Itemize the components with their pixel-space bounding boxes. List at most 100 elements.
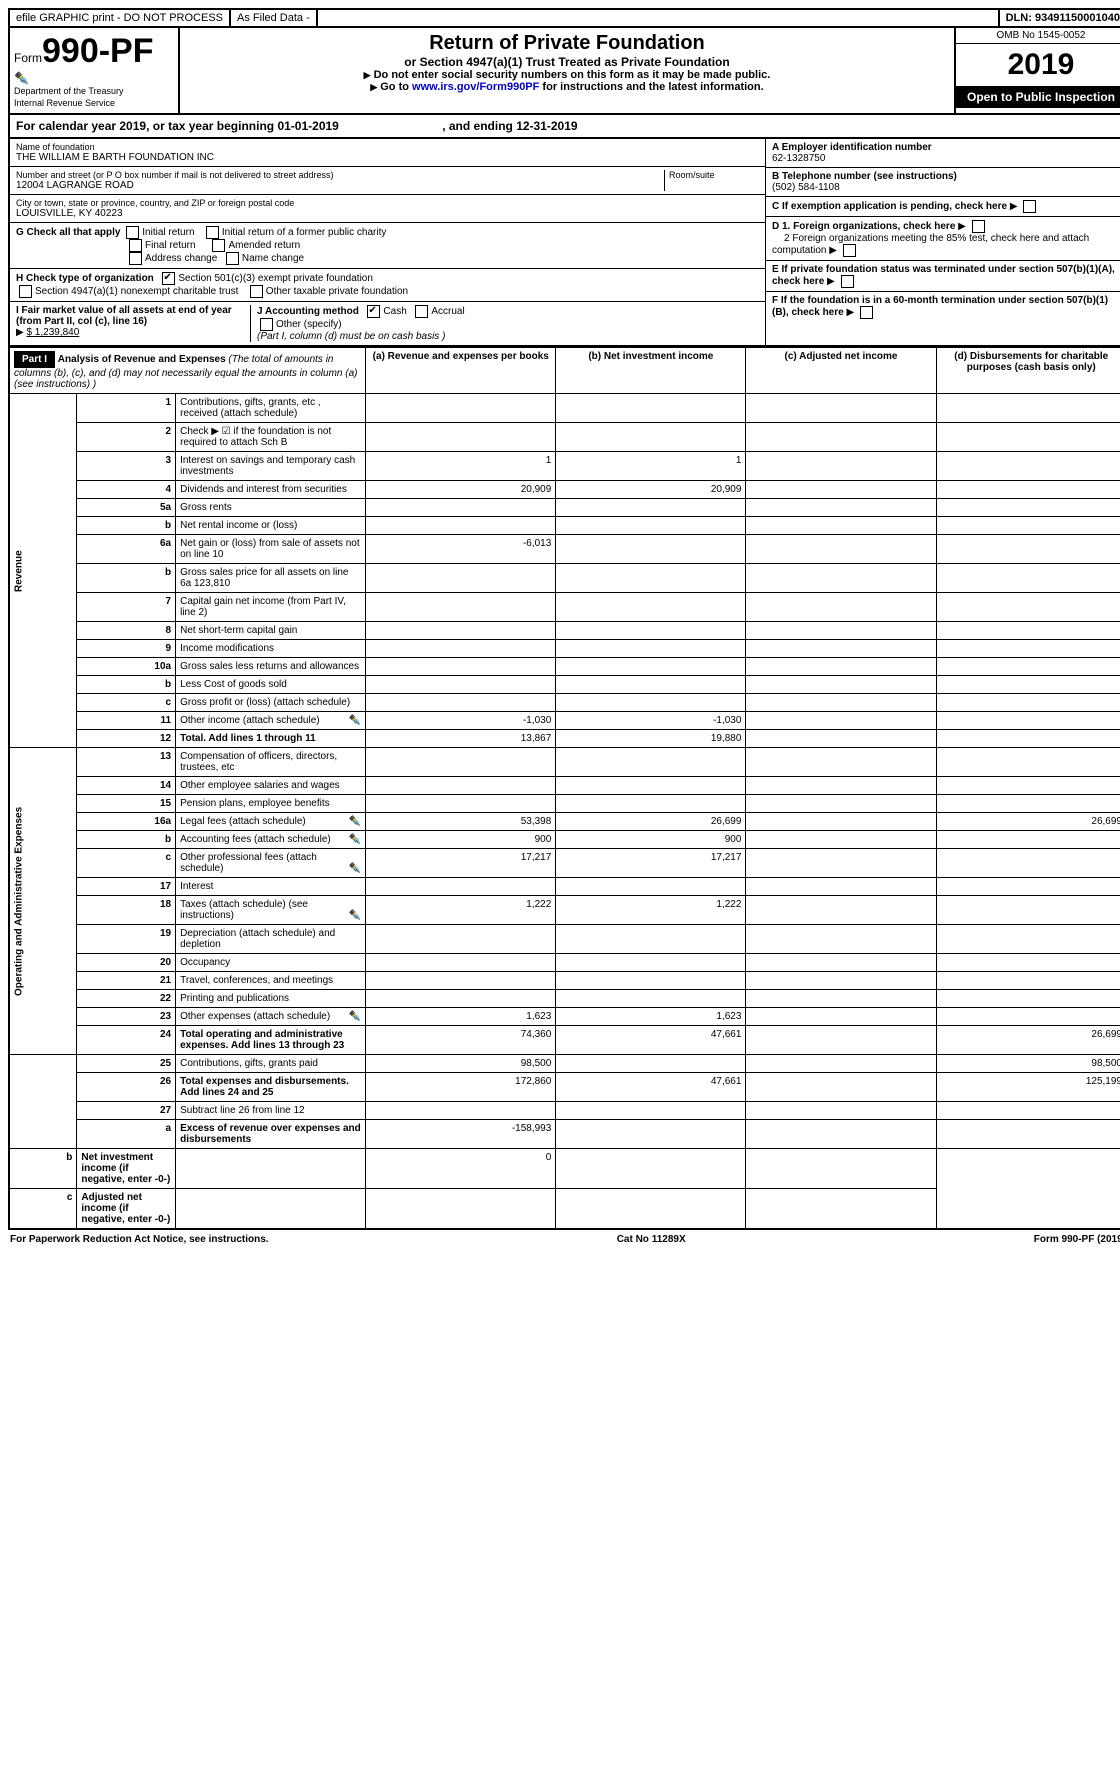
foreign-org-checkbox[interactable] [972, 220, 985, 233]
value-cell [936, 831, 1120, 849]
line-description: Interest on savings and temporary cash i… [176, 452, 366, 481]
amended-checkbox[interactable] [212, 239, 225, 252]
value-cell: 26,699 [936, 1026, 1120, 1055]
value-cell [746, 394, 936, 423]
value-cell [556, 1189, 746, 1230]
form-header: Form990-PF ✒️ Department of the Treasury… [8, 28, 1120, 115]
value-cell [936, 777, 1120, 795]
value-cell [746, 640, 936, 658]
value-cell [366, 593, 556, 622]
line-description: Other income (attach schedule) ✒️ [176, 712, 366, 730]
attachment-icon[interactable]: ✒️ [349, 910, 361, 921]
line-number: 14 [77, 777, 176, 795]
line-number: b [77, 564, 176, 593]
501c3-checkbox[interactable] [162, 272, 175, 285]
table-row: cOther professional fees (attach schedul… [9, 849, 1120, 878]
value-cell [366, 925, 556, 954]
value-cell [366, 640, 556, 658]
line-description: Occupancy [176, 954, 366, 972]
part1-table: Part I Analysis of Revenue and Expenses … [8, 347, 1120, 1230]
attachment-icon[interactable]: ✒️ [349, 1011, 361, 1022]
value-cell [746, 535, 936, 564]
line-number: 23 [77, 1008, 176, 1026]
foundation-name: THE WILLIAM E BARTH FOUNDATION INC [16, 152, 759, 163]
accrual-checkbox[interactable] [415, 305, 428, 318]
attachment-icon[interactable]: ✒️ [349, 715, 361, 726]
value-cell [556, 499, 746, 517]
line-description: Other professional fees (attach schedule… [176, 849, 366, 878]
value-cell [366, 990, 556, 1008]
value-cell [556, 676, 746, 694]
table-row: 10aGross sales less returns and allowanc… [9, 658, 1120, 676]
line-number: 2 [77, 423, 176, 452]
value-cell [556, 622, 746, 640]
attachment-icon[interactable]: ✒️ [349, 863, 361, 874]
value-cell [936, 423, 1120, 452]
value-cell [746, 831, 936, 849]
line-description: Other employee salaries and wages [176, 777, 366, 795]
table-row: 3Interest on savings and temporary cash … [9, 452, 1120, 481]
attachment-icon[interactable]: ✒️ [349, 834, 361, 845]
value-cell [556, 795, 746, 813]
foreign-85-checkbox[interactable] [843, 244, 856, 257]
value-cell [936, 925, 1120, 954]
line-number: 24 [77, 1026, 176, 1055]
irs-link[interactable]: www.irs.gov/Form990PF [412, 81, 539, 93]
line-description: Subtract line 26 from line 12 [176, 1102, 366, 1120]
exemption-pending-checkbox[interactable] [1023, 200, 1036, 213]
value-cell [936, 593, 1120, 622]
table-row: 19Depreciation (attach schedule) and dep… [9, 925, 1120, 954]
value-cell [366, 1102, 556, 1120]
value-cell: 26,699 [556, 813, 746, 831]
line-number: b [77, 831, 176, 849]
value-cell [366, 564, 556, 593]
4947-checkbox[interactable] [19, 285, 32, 298]
line-description: Gross profit or (loss) (attach schedule) [176, 694, 366, 712]
value-cell [556, 535, 746, 564]
value-cell: -158,993 [366, 1120, 556, 1149]
value-cell [366, 622, 556, 640]
line-number: 17 [77, 878, 176, 896]
value-cell [366, 423, 556, 452]
table-row: 26Total expenses and disbursements. Add … [9, 1073, 1120, 1102]
value-cell: -6,013 [366, 535, 556, 564]
value-cell: 19,880 [556, 730, 746, 748]
507b1a-checkbox[interactable] [841, 275, 854, 288]
phone: (502) 584-1108 [772, 182, 840, 193]
line-description: Interest [176, 878, 366, 896]
value-cell [366, 878, 556, 896]
value-cell: 900 [556, 831, 746, 849]
attachment-icon[interactable]: ✒️ [349, 816, 361, 827]
line-number: 15 [77, 795, 176, 813]
address-change-checkbox[interactable] [129, 252, 142, 265]
value-cell: 98,500 [366, 1055, 556, 1073]
value-cell [936, 452, 1120, 481]
line-description: Net rental income or (loss) [176, 517, 366, 535]
line-number: 5a [77, 499, 176, 517]
expenses-side-label: Operating and Administrative Expenses [9, 748, 77, 1055]
value-cell [936, 954, 1120, 972]
line-number: 13 [77, 748, 176, 777]
value-cell [936, 394, 1120, 423]
entity-info: Name of foundation THE WILLIAM E BARTH F… [8, 139, 1120, 347]
value-cell [366, 394, 556, 423]
value-cell [936, 849, 1120, 878]
initial-former-checkbox[interactable] [206, 226, 219, 239]
value-cell [556, 748, 746, 777]
part1-label: Part I [14, 351, 55, 368]
initial-return-checkbox[interactable] [126, 226, 139, 239]
other-method-checkbox[interactable] [260, 318, 273, 331]
table-row: 11Other income (attach schedule) ✒️-1,03… [9, 712, 1120, 730]
value-cell [746, 1120, 936, 1149]
line-description: Check ▶ ☑ if the foundation is not requi… [176, 423, 366, 452]
line-number: 22 [77, 990, 176, 1008]
table-row: 8Net short-term capital gain [9, 622, 1120, 640]
507b1b-checkbox[interactable] [860, 306, 873, 319]
value-cell: 13,867 [366, 730, 556, 748]
other-taxable-checkbox[interactable] [250, 285, 263, 298]
name-change-checkbox[interactable] [226, 252, 239, 265]
final-return-checkbox[interactable] [129, 239, 142, 252]
cash-checkbox[interactable] [367, 305, 380, 318]
value-cell [746, 972, 936, 990]
value-cell [556, 564, 746, 593]
